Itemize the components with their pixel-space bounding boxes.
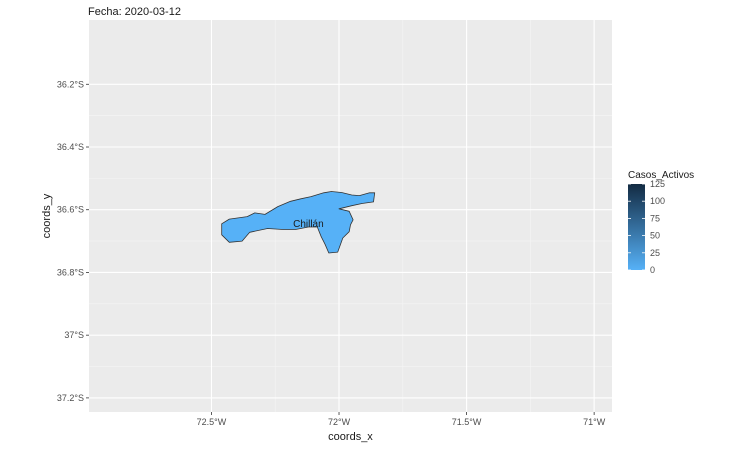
chart-title: Fecha: 2020-03-12 — [88, 6, 181, 18]
region-layer: Chillán — [221, 191, 376, 254]
x-tick-label: 72.5°W — [197, 417, 227, 427]
legend-break-label: 75 — [650, 213, 660, 223]
legend-break-label: 100 — [650, 196, 665, 206]
y-axis-title: coords_y — [41, 193, 53, 238]
y-tick-label: 36.6°S — [57, 205, 84, 215]
x-axis: 72.5°W 72°W 71.5°W 71°W — [197, 412, 606, 427]
x-tick-label: 71.5°W — [452, 417, 482, 427]
region-label: Chillán — [293, 219, 324, 230]
region-chillan — [221, 191, 376, 254]
legend-break-label: 125 — [650, 179, 665, 189]
y-tick-label: 36.2°S — [57, 79, 84, 89]
y-axis: 36.2°S 36.4°S 36.6°S 36.8°S 37°S 37.2°S — [57, 79, 89, 403]
legend: Casos_Activos 0 25 50 75 100 125 — [628, 170, 694, 275]
x-axis-title: coords_x — [328, 431, 373, 443]
x-tick-label: 71°W — [583, 417, 606, 427]
minor-gridlines — [89, 20, 612, 412]
legend-break-label: 50 — [650, 231, 660, 241]
legend-break-label: 0 — [650, 265, 655, 275]
y-tick-label: 36.4°S — [57, 142, 84, 152]
y-tick-label: 37°S — [64, 330, 84, 340]
y-tick-label: 37.2°S — [57, 393, 84, 403]
x-tick-label: 72°W — [328, 417, 351, 427]
legend-break-label: 25 — [650, 248, 660, 258]
colorbar — [628, 184, 645, 270]
y-tick-label: 36.8°S — [57, 267, 84, 277]
legend-title: Casos_Activos — [628, 170, 694, 181]
